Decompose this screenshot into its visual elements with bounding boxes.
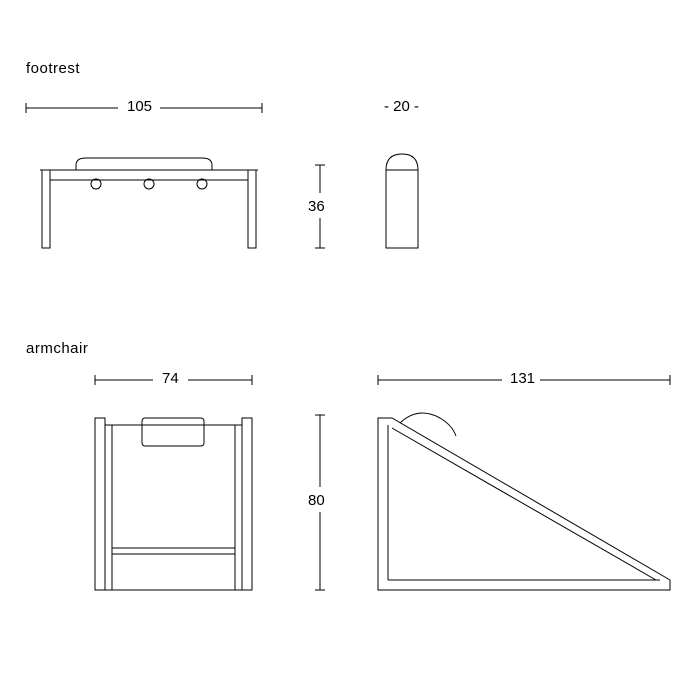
diagram-svg	[0, 0, 700, 700]
